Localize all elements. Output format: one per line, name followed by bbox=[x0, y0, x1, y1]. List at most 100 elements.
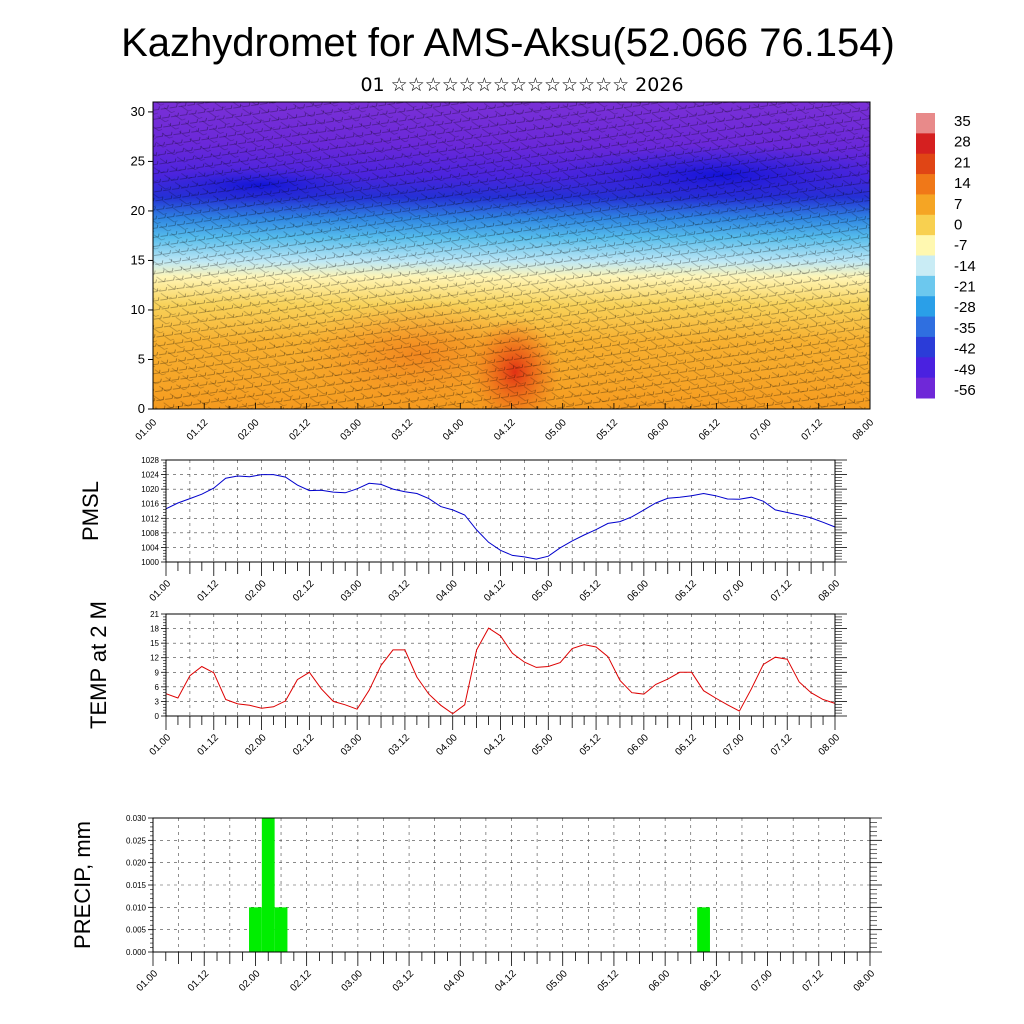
temp-panel: 0 3 6 9 12 15 18 21 01.00 01.12 02.00 02.12 03.00 03.… bbox=[86, 601, 847, 758]
x-tick-label: 03.12 bbox=[391, 968, 417, 994]
cs-x-tick-label: 03.00 bbox=[339, 417, 365, 443]
colorbar-label: -7 bbox=[954, 237, 967, 254]
colorbar-label: 35 bbox=[954, 113, 971, 130]
x-tick-label: 01.12 bbox=[195, 732, 221, 758]
cs-x-tick-label: 07.12 bbox=[799, 417, 825, 443]
cs-x-tick-label: 05.00 bbox=[543, 417, 569, 443]
cs-x-tick-label: 02.00 bbox=[236, 417, 262, 443]
cs-x-tick-label: 03.12 bbox=[390, 417, 416, 443]
colorbar-swatch bbox=[916, 377, 935, 399]
y-tick-label: 1028 bbox=[141, 456, 159, 465]
x-tick-label: 04.12 bbox=[482, 732, 508, 758]
x-tick-label: 01.12 bbox=[186, 968, 212, 994]
y-tick-label: 0.000 bbox=[126, 948, 147, 957]
x-tick-label: 07.00 bbox=[749, 968, 775, 994]
cs-y-tick-label: 10 bbox=[131, 302, 145, 317]
cross-section-panel: 0 5 10 15 20 25 30 01.00 01.12 02.00 02.12 03.00 03… bbox=[131, 101, 877, 443]
x-tick-label: 01.00 bbox=[148, 578, 174, 604]
temp2m-ylabel: TEMP at 2 M bbox=[86, 601, 111, 729]
x-tick-label: 03.12 bbox=[387, 578, 413, 604]
x-tick-label: 02.00 bbox=[243, 732, 269, 758]
y-tick-label: 0.010 bbox=[126, 903, 147, 912]
x-tick-label: 03.00 bbox=[339, 578, 365, 604]
x-tick-label: 06.00 bbox=[626, 578, 652, 604]
x-tick-label: 07.12 bbox=[800, 968, 826, 994]
colorbar-label: -28 bbox=[954, 299, 976, 316]
x-tick-label: 03.00 bbox=[339, 732, 365, 758]
precip-bar bbox=[697, 907, 710, 952]
x-tick-label: 06.00 bbox=[647, 968, 673, 994]
y-tick-label: 1020 bbox=[141, 485, 159, 494]
y-tick-label: 1016 bbox=[141, 500, 159, 509]
precip-panel: 0.000 0.005 0.010 0.015 0.020 0.025 0.030 01.00… bbox=[70, 814, 882, 994]
cs-x-tick-label: 05.12 bbox=[595, 417, 621, 443]
y-tick-label: 0.025 bbox=[126, 836, 147, 845]
y-tick-label: 21 bbox=[150, 610, 159, 619]
y-tick-label: 3 bbox=[155, 697, 160, 706]
colorbar-label: 7 bbox=[954, 196, 962, 213]
colorbar-label: -49 bbox=[954, 361, 976, 378]
cs-y-tick-label: 20 bbox=[131, 203, 145, 218]
y-tick-label: 0 bbox=[155, 712, 160, 721]
colorbar-swatch bbox=[916, 275, 935, 297]
colorbar: 35 28 21 14 7 0 -7 -14 -21 -28 -35 -42 -49 -56 bbox=[916, 113, 976, 399]
precip-ylabel: PRECIP, mm bbox=[70, 821, 95, 949]
cs-y-tick-label: 0 bbox=[138, 401, 145, 416]
precip-bar bbox=[261, 818, 275, 952]
y-tick-label: 1004 bbox=[141, 543, 159, 552]
x-tick-label: 04.12 bbox=[482, 578, 508, 604]
x-tick-label: 02.12 bbox=[288, 968, 314, 994]
x-tick-label: 05.12 bbox=[596, 968, 622, 994]
x-tick-label: 04.12 bbox=[493, 968, 519, 994]
cs-x-tick-label: 06.00 bbox=[646, 417, 672, 443]
colorbar-label: -14 bbox=[954, 258, 976, 275]
cs-x-tick-label: 04.00 bbox=[441, 417, 467, 443]
x-tick-label: 01.12 bbox=[195, 578, 221, 604]
y-tick-label: 1008 bbox=[141, 529, 159, 538]
cross-section-y-axis: 0 5 10 15 20 25 30 bbox=[131, 104, 153, 416]
x-tick-label: 08.00 bbox=[817, 732, 843, 758]
x-tick-label: 07.12 bbox=[769, 578, 795, 604]
x-tick-label: 04.00 bbox=[434, 732, 460, 758]
x-tick-label: 05.00 bbox=[544, 968, 570, 994]
cs-y-tick-label: 25 bbox=[131, 153, 145, 168]
wind-barbs-layer-2 bbox=[153, 102, 870, 409]
colorbar-swatch bbox=[916, 235, 935, 256]
colorbar-label: 0 bbox=[954, 216, 962, 233]
y-tick-label: 9 bbox=[155, 668, 160, 677]
x-tick-label: 03.12 bbox=[387, 732, 413, 758]
x-tick-label: 08.00 bbox=[852, 968, 878, 994]
y-tick-label: 1024 bbox=[141, 471, 159, 480]
x-tick-label: 05.00 bbox=[530, 578, 556, 604]
y-tick-label: 6 bbox=[155, 683, 160, 692]
cs-x-tick-label: 01.00 bbox=[134, 417, 160, 443]
y-tick-label: 0.015 bbox=[126, 881, 147, 890]
colorbar-label: -21 bbox=[954, 279, 976, 296]
x-tick-label: 04.00 bbox=[442, 968, 468, 994]
pmsl-ylabel: PMSL bbox=[78, 481, 103, 541]
colorbar-swatch bbox=[916, 194, 935, 216]
colorbar-swatch bbox=[916, 357, 935, 379]
x-tick-label: 01.00 bbox=[135, 968, 161, 994]
x-tick-label: 02.00 bbox=[243, 578, 269, 604]
x-tick-label: 06.12 bbox=[673, 578, 699, 604]
cs-x-tick-label: 02.12 bbox=[287, 417, 313, 443]
cs-x-tick-label: 08.00 bbox=[851, 417, 877, 443]
x-tick-label: 05.12 bbox=[578, 578, 604, 604]
x-tick-label: 03.00 bbox=[340, 968, 366, 994]
cs-x-tick-label: 07.00 bbox=[748, 417, 774, 443]
colorbar-swatch bbox=[916, 214, 935, 236]
colorbar-swatch bbox=[916, 336, 935, 358]
cs-x-tick-label: 06.12 bbox=[697, 417, 723, 443]
colorbar-label: -56 bbox=[954, 382, 976, 399]
y-tick-label: 18 bbox=[150, 625, 159, 634]
cs-x-tick-label: 01.12 bbox=[185, 417, 211, 443]
colorbar-label: 14 bbox=[954, 175, 971, 192]
x-tick-label: 07.00 bbox=[721, 578, 747, 604]
precip-bar bbox=[274, 907, 288, 952]
chart-title: Kazhydromet for AMS-Aksu(52.066 76.154) bbox=[121, 21, 895, 65]
colorbar-swatch bbox=[916, 133, 935, 155]
x-tick-label: 04.00 bbox=[434, 578, 460, 604]
pmsl-series-line bbox=[165, 474, 836, 560]
